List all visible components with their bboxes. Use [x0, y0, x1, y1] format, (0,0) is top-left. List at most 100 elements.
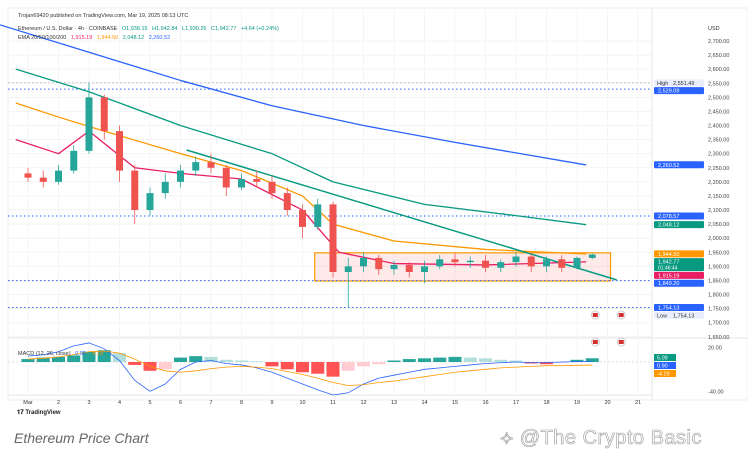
- y-tick-label: 2,250.00: [708, 166, 729, 172]
- macd-histogram-bar: [52, 356, 65, 362]
- price-tag-label: 2,048.12: [658, 223, 679, 229]
- chart-caption: Ethereum Price Chart: [14, 430, 149, 446]
- y-tick-label: 1,650.00: [708, 335, 729, 341]
- macd-line: [27, 342, 593, 396]
- macd-histogram-bar: [174, 357, 187, 362]
- price-tag: [654, 258, 704, 272]
- macd-histogram-bar: [265, 362, 279, 367]
- event-flag-icon[interactable]: [590, 310, 600, 320]
- y-tick-label: 2,450.00: [708, 109, 729, 115]
- symbol-label: Ethereum / U.S. Dollar · 4h · COINBASE: [18, 26, 118, 32]
- candle-body: [283, 193, 291, 211]
- y-tick-label: 1,700.00: [708, 321, 729, 327]
- candle-body: [527, 256, 535, 267]
- macd-histogram-bar: [570, 359, 584, 362]
- level-tag: [654, 279, 704, 287]
- x-tick-label: 2: [57, 400, 60, 406]
- macd-tag-label: 5.09: [657, 356, 668, 362]
- macd-tag-label: -4.19: [657, 372, 670, 378]
- x-tick-label: 12: [360, 400, 366, 406]
- macd-tag: [654, 354, 676, 361]
- candle-body: [573, 257, 581, 268]
- x-tick-label: 9: [270, 400, 273, 406]
- candle-body: [390, 264, 398, 270]
- price-tag-label: 1,944.50: [658, 252, 679, 258]
- level-tag: [654, 303, 704, 311]
- x-tick-label: 6: [179, 400, 182, 406]
- macd-histogram-bar: [97, 350, 111, 362]
- macd-histogram-bar: [219, 359, 233, 362]
- level-tag-label: 1,754.13: [658, 305, 679, 311]
- close-value: C1,942.77: [211, 26, 237, 32]
- candle-body: [558, 259, 566, 268]
- ema-legend: EMA 20/50/100/200 1,915.19 1,944.50 2,04…: [18, 35, 173, 41]
- macd-histogram-bar: [189, 356, 203, 362]
- macd-histogram-bar: [494, 359, 508, 362]
- candle-body: [39, 177, 47, 182]
- macd-legend: MACD (12, 26, close) 0.90 -4.19: [18, 351, 106, 357]
- candle-body: [497, 262, 505, 268]
- tag-prefix: High: [657, 81, 668, 87]
- y-tick-label: 2,100.00: [708, 208, 729, 214]
- candle-body: [421, 266, 428, 272]
- x-tick-label: 20: [604, 400, 610, 406]
- macd-tag: [654, 370, 676, 377]
- candle-body: [329, 204, 337, 272]
- ema200-value: 2,260.52: [148, 35, 171, 41]
- candle-body: [543, 259, 550, 267]
- candle-body: [85, 97, 93, 151]
- currency-label: USD: [708, 26, 720, 32]
- x-tick-label: 7: [209, 400, 212, 406]
- candle-body: [360, 257, 367, 267]
- macd-histogram-bar: [36, 357, 50, 362]
- macd-histogram-bar: [296, 362, 309, 373]
- x-tick-label: 18: [543, 400, 549, 406]
- event-flag-icon[interactable]: [590, 337, 600, 347]
- x-tick-label: 4: [118, 400, 121, 406]
- y-tick-label: 2,500.00: [708, 95, 729, 101]
- candle-body: [314, 204, 322, 227]
- macd-histogram-bar: [387, 360, 401, 362]
- x-tick-label: 21: [635, 400, 641, 406]
- y-tick-label: 2,200.00: [708, 180, 729, 186]
- event-flag-icon[interactable]: [616, 337, 626, 347]
- macd-histogram-bar: [67, 355, 81, 362]
- y-tick-label: 2,650.00: [708, 53, 729, 59]
- x-tick-label: 17: [513, 400, 519, 406]
- level-tag-label: 2,529.09: [658, 89, 679, 95]
- price-tag-label: 2,551.49: [673, 81, 694, 87]
- us-flag-icon: [618, 340, 624, 344]
- macd-histogram-bar: [235, 360, 248, 362]
- publish-info: Trojan69420 published on TradingView.com…: [18, 13, 189, 19]
- x-tick-label: 5: [148, 400, 151, 406]
- tag-prefix: Low: [657, 313, 667, 319]
- open-value: O1,938.15: [121, 26, 148, 32]
- y-tick-label: 1,900.00: [708, 264, 729, 270]
- macd-histogram-bar: [113, 353, 126, 362]
- symbol-info-row: Ethereum / U.S. Dollar · 4h · COINBASE O…: [18, 26, 282, 32]
- macd-histogram-bar: [372, 362, 386, 365]
- ema100-value: 2,048.12: [122, 35, 145, 41]
- descending-trendline: [186, 149, 617, 281]
- y-tick-label: 2,350.00: [708, 138, 729, 144]
- y-tick-label: 2,600.00: [708, 67, 729, 73]
- signal-line: [27, 350, 593, 386]
- candle-body: [405, 264, 413, 272]
- macd-histogram-bar: [402, 359, 416, 362]
- level-tag: [654, 87, 704, 95]
- macd-histogram-bar: [326, 362, 340, 377]
- event-flag-icon[interactable]: [616, 310, 626, 320]
- price-tag-label: 1,754.13: [673, 313, 694, 319]
- x-tick-label: 19: [574, 400, 580, 406]
- macd-label: MACD (12, 26, close): [18, 351, 71, 357]
- price-tag: [654, 79, 704, 87]
- y-tick-label: 2,700.00: [708, 39, 729, 45]
- x-tick-label: 10: [299, 400, 305, 406]
- high-value: H1,942.84: [152, 26, 178, 32]
- macd-histogram-bar: [433, 357, 447, 362]
- candle-body: [466, 260, 474, 263]
- tradingview-logo: 𝟏𝟕 TradingView: [17, 410, 61, 416]
- x-tick-label: 13: [391, 400, 397, 406]
- macd-histogram-bar: [158, 362, 172, 370]
